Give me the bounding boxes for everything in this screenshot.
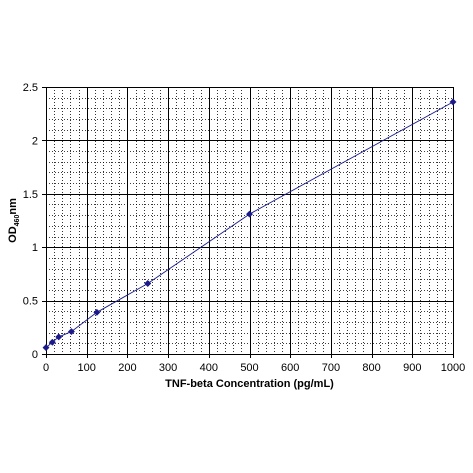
x-tick-label: 700 [322,362,340,374]
x-axis-ticks: 0 100 200 300 400 500 600 700 800 900 1000 [43,354,465,374]
data-point-marker [42,344,50,352]
x-tick-label: 500 [240,362,258,374]
y-tick-label: 0 [32,349,38,361]
data-point-marker [93,308,101,316]
y-tick-label: 1 [32,242,38,254]
data-point-marker [449,98,457,106]
y-axis-label-suffix: nm [7,198,19,215]
y-tick-label: 0.5 [23,296,38,308]
minor-grid [46,87,453,354]
major-grid [46,87,454,355]
data-point-marker [245,210,254,218]
y-tick-label: 2 [32,135,38,147]
y-axis-label: OD460nm [7,198,21,243]
x-tick-label: 300 [159,362,177,374]
x-tick-label: 100 [78,362,96,374]
y-tick-label: 1.5 [23,189,38,201]
x-axis-label: TNF-beta Concentration (pg/mL) [165,378,334,390]
series-line [45,101,454,348]
x-tick-label: 0 [43,362,49,374]
data-point-marker [55,333,63,341]
data-point-marker [144,279,152,288]
data-series [42,98,457,352]
x-tick-label: 1000 [441,362,465,374]
x-tick-label: 600 [281,362,299,374]
data-point-marker [67,328,75,336]
y-axis-ticks: 0 0.5 1 1.5 2 2.5 [23,82,46,361]
y-tick-label: 2.5 [23,82,38,94]
x-tick-label: 400 [200,362,218,374]
y-axis-label-subscript: 460 [14,215,21,227]
data-point-marker [48,338,56,346]
x-tick-label: 900 [403,362,421,374]
x-tick-label: 800 [362,362,380,374]
y-axis-label-main: OD [7,226,19,243]
x-tick-label: 200 [118,362,136,374]
